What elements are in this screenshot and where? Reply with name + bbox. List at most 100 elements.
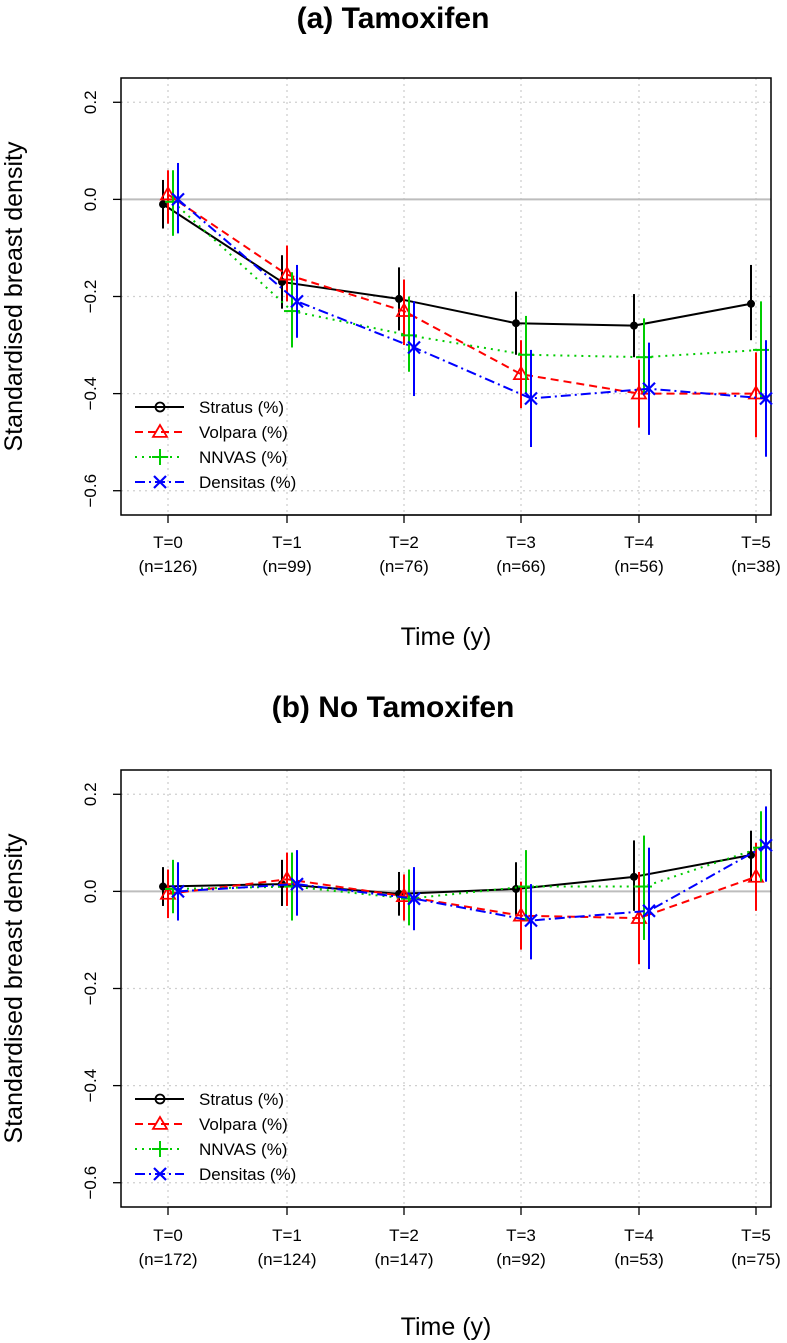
- data-point: [512, 365, 530, 380]
- legend-label: NNVAS (%): [199, 1140, 287, 1159]
- marker-stroke: [524, 391, 538, 406]
- legend-item: Volpara (%): [135, 423, 288, 442]
- legend-label: Volpara (%): [199, 1115, 288, 1134]
- legend-label: Stratus (%): [199, 1090, 284, 1109]
- marker-stroke: [759, 391, 773, 406]
- x-tick-label: T=3: [506, 533, 536, 552]
- legend-marker: [152, 1141, 168, 1157]
- x-sample-size-label: (n=53): [614, 1250, 664, 1269]
- x-tick-label: T=4: [624, 533, 654, 552]
- x-sample-size-label: (n=124): [257, 1250, 316, 1269]
- marker-stroke: [153, 1167, 167, 1181]
- data-point: [171, 884, 185, 899]
- x-tick-label: T=2: [389, 533, 419, 552]
- x-sample-size-label: (n=92): [496, 1250, 546, 1269]
- data-point: [278, 265, 296, 281]
- data-point: [747, 299, 755, 308]
- series-volpara: [159, 842, 765, 965]
- data-point: [630, 909, 648, 924]
- marker-stroke: [290, 294, 304, 309]
- legend-label: Stratus (%): [199, 398, 284, 417]
- x-sample-size-label: (n=56): [614, 557, 664, 576]
- x-sample-size-label: (n=99): [262, 557, 312, 576]
- data-point: [395, 294, 403, 303]
- series-volpara: [159, 170, 765, 438]
- legend-label: NNVAS (%): [199, 448, 287, 467]
- y-tick-label: −0.4: [81, 1069, 100, 1103]
- series-stratus: [159, 179, 755, 358]
- x-sample-size-label: (n=75): [731, 1250, 781, 1269]
- legend-label: Densitas (%): [199, 1165, 296, 1184]
- data-point: [512, 906, 530, 922]
- y-tick-label: −0.2: [81, 280, 100, 314]
- legend-item: Volpara (%): [135, 1115, 288, 1134]
- y-tick-label: 0.0: [81, 188, 100, 212]
- data-point: [642, 904, 656, 918]
- x-sample-size-label: (n=172): [138, 1250, 197, 1269]
- marker-stroke: [407, 891, 421, 906]
- marker-stroke: [290, 877, 304, 891]
- data-point: [747, 850, 755, 859]
- data-point: [630, 321, 638, 330]
- y-tick-label: −0.6: [81, 1166, 100, 1200]
- x-tick-label: T=5: [741, 533, 771, 552]
- series-stratus: [159, 830, 755, 916]
- data-point: [759, 391, 773, 406]
- data-point: [290, 294, 304, 309]
- chart-panel-b: (b) No Tamoxifen 0.2 0.0 −0.2 −0.4 −0.6 Standa…: [0, 691, 781, 1341]
- data-point: [171, 192, 185, 207]
- chart-title: (b) No Tamoxifen: [272, 691, 515, 724]
- chart-panel-a: (a) Tamoxifen 0.2 0.0 −0.2 −0.4 −0.6 Standardi…: [0, 2, 781, 651]
- x-sample-size-label: (n=66): [496, 557, 546, 576]
- legend-label: Volpara (%): [199, 423, 288, 442]
- x-sample-size-label: (n=76): [379, 557, 429, 576]
- legend-item: NNVAS (%): [135, 1140, 287, 1159]
- data-point: [630, 872, 638, 881]
- data-point: [159, 185, 177, 201]
- series-line: [162, 853, 752, 895]
- x-tick-label: T=4: [624, 1226, 654, 1245]
- y-tick-label: −0.4: [81, 377, 100, 411]
- data-point: [407, 340, 421, 355]
- legend-item: Stratus (%): [135, 1090, 284, 1109]
- data-point: [524, 913, 538, 928]
- marker-stroke: [642, 904, 656, 918]
- data-point: [159, 885, 177, 900]
- series-nnvas: [165, 811, 769, 940]
- marker-stroke: [153, 475, 167, 489]
- data-point: [395, 887, 413, 903]
- data-point: [759, 838, 773, 853]
- x-tick-label: T=1: [272, 1226, 302, 1245]
- x-axis-label: Time (y): [401, 1313, 492, 1341]
- marker-stroke: [524, 913, 538, 928]
- x-sample-size-label: (n=38): [731, 557, 781, 576]
- legend-marker: [152, 449, 168, 465]
- y-tick-label: 0.2: [81, 782, 100, 806]
- data-point: [630, 384, 648, 400]
- x-sample-size-label: (n=126): [138, 557, 197, 576]
- marker-stroke: [407, 340, 421, 355]
- marker-stroke: [642, 381, 656, 396]
- legend-item: Densitas (%): [135, 1165, 296, 1184]
- legend-marker: [154, 401, 166, 413]
- x-axis: T=0 (n=126) T=1 (n=99) T=2 (n=76) T=3 (n=66) T=4…: [138, 514, 781, 576]
- legend-item: Densitas (%): [135, 473, 296, 492]
- y-axis: 0.2 0.0 −0.2 −0.4 −0.6: [81, 90, 121, 508]
- x-sample-size-label: (n=147): [374, 1250, 433, 1269]
- legend-label: Densitas (%): [199, 473, 296, 492]
- data-point: [642, 381, 656, 396]
- legend-item: NNVAS (%): [135, 448, 287, 467]
- x-tick-label: T=5: [741, 1226, 771, 1245]
- legend: Stratus (%) Volpara (%) NNVAS (%) Densitas …: [135, 1090, 296, 1184]
- x-tick-label: T=0: [153, 1226, 183, 1245]
- legend-marker: [153, 475, 167, 489]
- marker-stroke: [759, 838, 773, 853]
- data-point: [512, 319, 520, 328]
- marker-stroke: [171, 192, 185, 207]
- data-point: [524, 391, 538, 406]
- series-line: [172, 201, 762, 359]
- y-tick-label: 0.0: [81, 880, 100, 904]
- legend-item: Stratus (%): [135, 398, 284, 417]
